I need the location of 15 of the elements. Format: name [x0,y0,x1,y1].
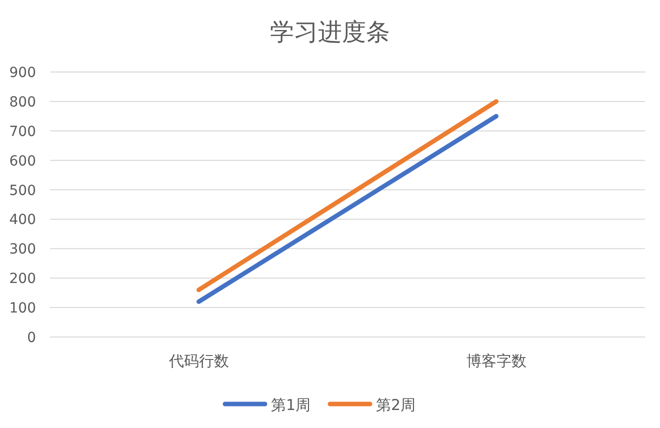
y-tick-label: 200 [9,271,36,288]
y-tick-label: 500 [9,182,36,199]
legend-label: 第1周 [271,396,311,414]
legend-label: 第2周 [376,396,416,414]
y-tick-label: 800 [9,94,36,110]
y-tick-label: 600 [9,153,36,170]
y-tick-label: 900 [9,65,36,81]
y-tick-label: 700 [9,124,36,140]
x-tick-label: 代码行数 [168,352,229,370]
chart-title: 学习进度条 [270,18,390,46]
y-tick-label: 0 [27,330,36,346]
y-tick-label: 400 [9,212,36,228]
x-tick-label: 博客字数 [466,352,526,370]
y-tick-label: 300 [9,242,36,258]
y-tick-label: 100 [9,300,36,317]
